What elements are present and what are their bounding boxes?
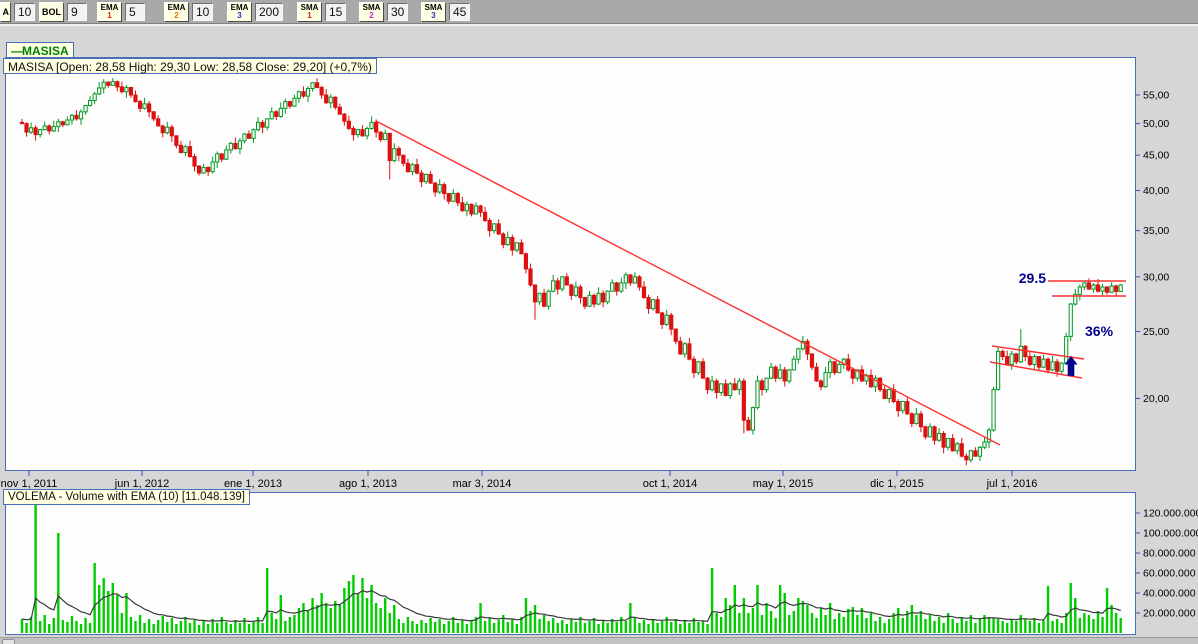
sma2-button[interactable]: SMA 2 — [359, 1, 384, 22]
price-axis-label: 45,00 — [1143, 150, 1169, 162]
bottom-scrollbar-strip[interactable] — [0, 637, 1198, 644]
volume-chart-pane[interactable] — [5, 492, 1136, 635]
volume-axis-label: 100.000.000 — [1143, 528, 1198, 540]
partial-indicator-button[interactable]: A — [0, 1, 11, 22]
indicator-group-ema1: EMA 1 5 — [97, 1, 145, 22]
indicator-group-ema3: EMA 3 200 — [227, 1, 284, 22]
date-label: ago 1, 2013 — [339, 478, 397, 490]
ema1-value[interactable]: 5 — [125, 2, 145, 21]
volume-axis-label: 120.000.000 — [1143, 508, 1198, 520]
indicator-group-sma2: SMA 2 30 — [359, 1, 409, 22]
ema2-button[interactable]: EMA 2 — [164, 1, 189, 22]
date-label: jul 1, 2016 — [986, 478, 1038, 490]
toolbar-divider — [0, 23, 1198, 24]
price-axis-label: 50,00 — [1143, 118, 1169, 130]
volume-axis-label: 20.000.000 — [1143, 608, 1196, 620]
price-axis-label: 30,00 — [1143, 271, 1169, 283]
indicator-group-ema2: EMA 2 10 — [164, 1, 214, 22]
percent-gain-label: 36% — [1085, 323, 1114, 339]
volume-axis-label: 60.000.000 — [1143, 568, 1196, 580]
ema1-button[interactable]: EMA 1 — [97, 1, 122, 22]
volume-axis-label: 80.000.000 — [1143, 548, 1196, 560]
ema3-button[interactable]: EMA 3 — [227, 1, 252, 22]
sma1-value[interactable]: 15 — [325, 2, 347, 21]
sma1-button[interactable]: SMA 1 — [297, 1, 322, 22]
price-axis-label: 20,00 — [1143, 393, 1169, 405]
indicator-group-sma3: SMA 3 45 — [421, 1, 471, 22]
indicator-group-sma1: SMA 1 15 — [297, 1, 347, 22]
scrollbar-grip[interactable] — [2, 639, 15, 644]
date-label: oct 1, 2014 — [643, 478, 697, 490]
legend-symbol-name: MASISA — [22, 44, 69, 58]
indicator-toolbar: A 10 BOL 9 EMA 1 5 EMA 2 10 EMA 3 200 SMA 1 … — [0, 0, 1198, 23]
ema2-value[interactable]: 10 — [192, 2, 214, 21]
toolbar-divider-highlight — [0, 24, 1198, 26]
indicator-group-bol: BOL 9 — [39, 1, 87, 22]
partial-indicator-value[interactable]: 10 — [14, 2, 36, 21]
volume-axis-label: 40.000.000 — [1143, 588, 1196, 600]
sma2-value[interactable]: 30 — [387, 2, 409, 21]
legend-line-swatch: — — [11, 44, 23, 58]
price-chart-pane[interactable] — [5, 57, 1136, 471]
price-axis-label: 25,00 — [1143, 326, 1169, 338]
price-axis-label: 55,00 — [1143, 90, 1169, 102]
indicator-group-partial: A 10 — [0, 1, 36, 22]
volume-indicator-box: VOLEMA - Volume with EMA (10) [11.048.13… — [3, 489, 250, 505]
ohlc-info-box: MASISA [Open: 28,58 High: 29,30 Low: 28,… — [3, 58, 377, 74]
ema3-value[interactable]: 200 — [255, 2, 284, 21]
date-label: dic 1, 2015 — [870, 478, 924, 490]
sma3-value[interactable]: 45 — [449, 2, 471, 21]
sma3-button[interactable]: SMA 3 — [421, 1, 446, 22]
date-label: mar 3, 2014 — [453, 478, 512, 490]
price-target-label: 29.5 — [1018, 270, 1046, 286]
price-axis-label: 35,00 — [1143, 225, 1169, 237]
bollinger-value[interactable]: 9 — [67, 2, 87, 21]
price-axis-label: 40,00 — [1143, 185, 1169, 197]
date-label: may 1, 2015 — [753, 478, 814, 490]
bollinger-button[interactable]: BOL — [39, 1, 64, 22]
series-legend[interactable]: —MASISA — [6, 42, 74, 58]
